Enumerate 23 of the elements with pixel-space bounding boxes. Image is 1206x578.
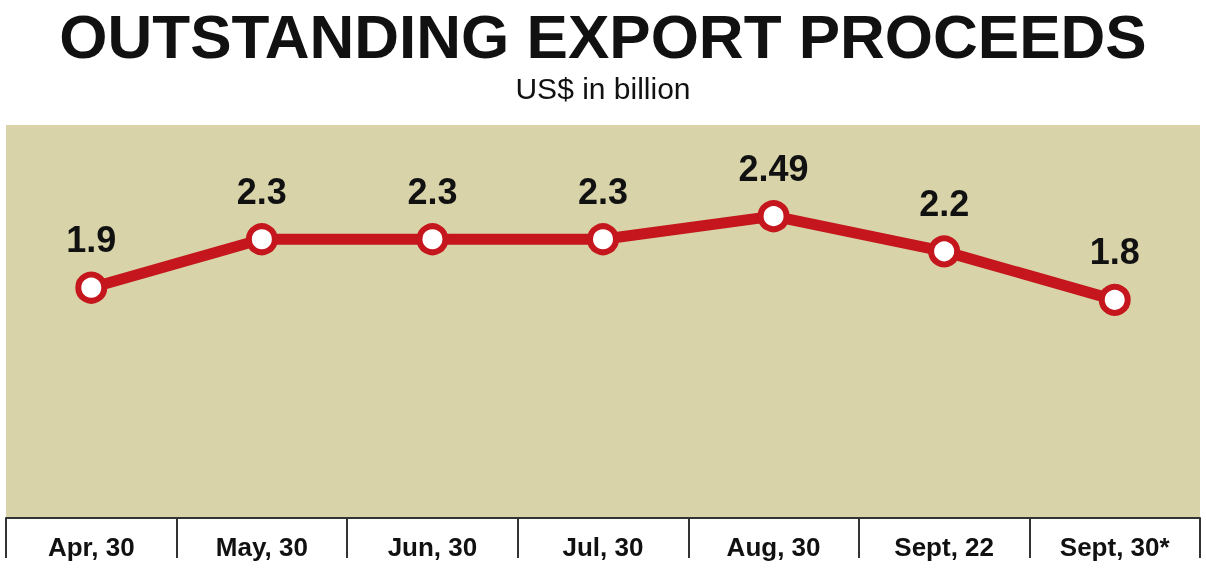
data-label: 2.49 (738, 147, 809, 189)
x-tick-label: Jun, 30 (387, 532, 478, 562)
data-label: 1.9 (66, 219, 117, 261)
point (245, 223, 278, 256)
point (757, 200, 790, 233)
point (416, 223, 449, 256)
data-label: 2.3 (407, 170, 458, 212)
data-label: 2.3 (577, 170, 629, 212)
data-label: 2.3 (236, 170, 287, 212)
chart-subtitle: US$ in billion (515, 71, 691, 105)
x-tick-label: Jul, 30 (562, 532, 644, 562)
x-tick-label: May, 30 (215, 532, 308, 562)
x-tick-label: Aug, 30 (726, 532, 821, 562)
x-tick-label: Sept, 30* (1059, 532, 1171, 562)
point (1098, 283, 1131, 316)
x-tick-label: Sept, 22 (894, 532, 994, 562)
point (75, 271, 108, 304)
point (587, 223, 619, 256)
data-label: 2.2 (919, 182, 970, 224)
chart-title: OUTSTANDING EXPORT PROCEEDS (59, 1, 1147, 71)
data-label: 1.8 (1089, 231, 1140, 273)
x-tick-label: Apr, 30 (47, 532, 135, 562)
point (928, 235, 961, 268)
